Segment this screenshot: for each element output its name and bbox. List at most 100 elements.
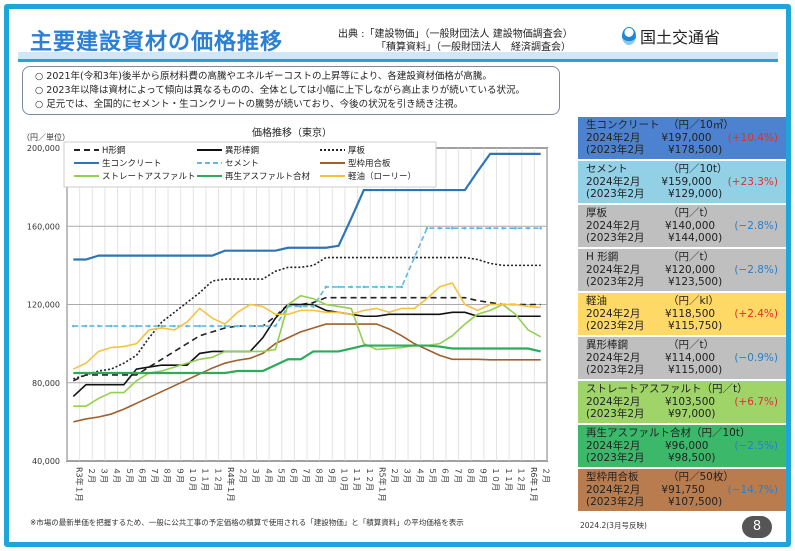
material-name: H 形鋼 — [586, 251, 619, 263]
page-number[interactable]: 8 — [742, 516, 772, 538]
series-point — [362, 285, 366, 289]
legend-label: H形鋼 — [102, 145, 125, 156]
x-tick-label: ７月 — [302, 467, 311, 483]
x-tick-label: ２月 — [239, 467, 248, 483]
x-tick-label: ８月 — [314, 467, 323, 483]
series-point — [109, 324, 113, 328]
x-tick-label: １０月 — [340, 467, 349, 491]
series-point — [375, 285, 378, 289]
material-name: ストレートアスファルト — [586, 383, 702, 395]
current-price: ¥140,000 — [664, 219, 716, 232]
x-tick-label: ９月 — [327, 467, 336, 483]
x-tick-label: ３月 — [403, 467, 412, 483]
x-tick-label: ８月 — [163, 467, 172, 483]
x-tick-label: １２月 — [365, 467, 374, 491]
x-tick-label: ６月 — [289, 467, 298, 483]
series-point — [248, 324, 252, 328]
series-point — [488, 226, 492, 230]
unit: （円／t） — [668, 339, 715, 351]
x-tick-label: １１月 — [504, 467, 513, 491]
current-price: ¥114,000 — [664, 351, 716, 364]
series-line — [73, 323, 541, 423]
change-rate: (+6.7%) — [734, 395, 778, 408]
prev-label: (2023年2月 — [586, 232, 645, 245]
series-point — [135, 324, 138, 328]
x-tick-label: ６月 — [441, 467, 450, 483]
series-point — [450, 226, 454, 230]
legend-label: 再生アスファルト合材 — [225, 171, 311, 182]
y-tick-label: 200,000 — [27, 144, 60, 153]
series-point — [173, 324, 176, 328]
series-point — [72, 324, 75, 328]
price-box: 生コンクリート （円／10㎥） 2024年2月 ¥197,000 (+10.4%) (… — [578, 117, 786, 159]
series-point — [122, 324, 126, 328]
prev-label: (2023年2月 — [586, 496, 645, 509]
x-tick-label: ８月 — [466, 467, 475, 483]
unit: （円／50枚） — [668, 471, 734, 483]
prev-label: (2023年2月 — [586, 144, 645, 157]
change-rate: (+10.4%) — [727, 131, 778, 144]
current-label: 2024年2月 — [586, 351, 641, 364]
price-box: H 形鋼 （円／t） 2024年2月 ¥120,000 (−2.8%) (2023年2… — [578, 249, 786, 291]
current-label: 2024年2月 — [586, 395, 641, 408]
legend-label: 異形棒鋼 — [225, 145, 259, 156]
series-line — [73, 152, 541, 261]
material-name: セメント — [586, 163, 628, 175]
current-label: 2024年2月 — [586, 307, 641, 320]
series-point — [97, 324, 100, 328]
series-point — [400, 285, 404, 289]
series-point — [160, 324, 164, 328]
note-item: ○ 2021年(令和3年)後半から原材料費の高騰やエネルギーコストの上昇等により… — [35, 71, 492, 82]
change-rate: (−14.7%) — [727, 483, 778, 496]
title-underline — [18, 52, 778, 62]
prev-price: ¥129,000) — [668, 188, 723, 201]
price-box: ストレートアスファルト （円／t） 2024年2月 ¥103,500 (+6.7%) … — [578, 381, 786, 423]
series-point — [147, 324, 151, 328]
prev-label: (2023年2月 — [586, 408, 645, 421]
series-point — [476, 226, 479, 230]
prev-price: ¥144,000) — [668, 232, 723, 245]
source-citation: 出典 :「建設物価」（一般財団法人 建設物価調査会） 「積算資料」（一般財団法人… — [338, 28, 573, 54]
series-point — [210, 324, 214, 328]
x-tick-label: ２月 — [542, 467, 551, 483]
prev-price: ¥115,750) — [668, 320, 723, 333]
price-box: 軽油 （円／kl） 2024年2月 ¥118,500 (+2.4%) (2023年2月… — [578, 293, 786, 335]
legend-label: 軽油（ローリー） — [348, 171, 416, 182]
change-rate: (−2.8%) — [734, 263, 778, 276]
prev-label: (2023年2月 — [586, 276, 645, 289]
series-point — [413, 256, 416, 259]
current-price: ¥91,750 — [661, 483, 705, 496]
current-price: ¥120,000 — [664, 263, 716, 276]
material-name: 型枠用合板 — [586, 471, 639, 483]
material-name: 再生アスファルト合材 — [586, 427, 691, 439]
series-point — [438, 226, 441, 230]
source-line: 出典 :「建設物価」（一般財団法人 建設物価調査会） — [338, 29, 573, 40]
data-date: 2024.2(3月号反映) — [580, 521, 647, 530]
current-price: ¥159,000 — [661, 175, 712, 188]
series-point — [539, 226, 542, 230]
unit: （円／t） — [701, 383, 748, 395]
x-tick-label: R4年１月 — [226, 467, 236, 502]
x-tick-label: ９月 — [479, 467, 488, 483]
legend-label: 厚板 — [348, 145, 366, 156]
series-line — [73, 256, 541, 380]
series-line — [73, 344, 541, 375]
y-axis-label: （円／単位） — [22, 132, 70, 142]
price-box: 異形棒鋼 （円／t） 2024年2月 ¥114,000 (−0.9%) (2023年2… — [578, 337, 786, 379]
series-point — [387, 285, 391, 289]
series-point — [261, 324, 265, 328]
summary-notes: ○ 2021年(令和3年)後半から原材料費の高騰やエネルギーコストの上昇等により… — [22, 66, 560, 115]
mlit-logo-icon — [622, 27, 636, 45]
current-label: 2024年2月 — [586, 131, 641, 144]
unit: （円／10t） — [691, 427, 751, 439]
material-name: 厚板 — [586, 207, 607, 219]
prev-price: ¥98,500) — [668, 452, 716, 465]
legend-label: 生コンクリート — [102, 158, 162, 169]
current-price: ¥118,500 — [664, 307, 716, 320]
series-point — [185, 324, 189, 328]
prev-price: ¥123,500) — [668, 276, 723, 289]
prev-price: ¥107,500) — [668, 496, 723, 509]
x-tick-label: ５月 — [428, 467, 437, 483]
legend-label: ストレートアスファルト — [102, 172, 196, 182]
price-box: 型枠用合板 （円／50枚） 2024年2月 ¥91,750 (−14.7%) (202… — [578, 469, 786, 511]
